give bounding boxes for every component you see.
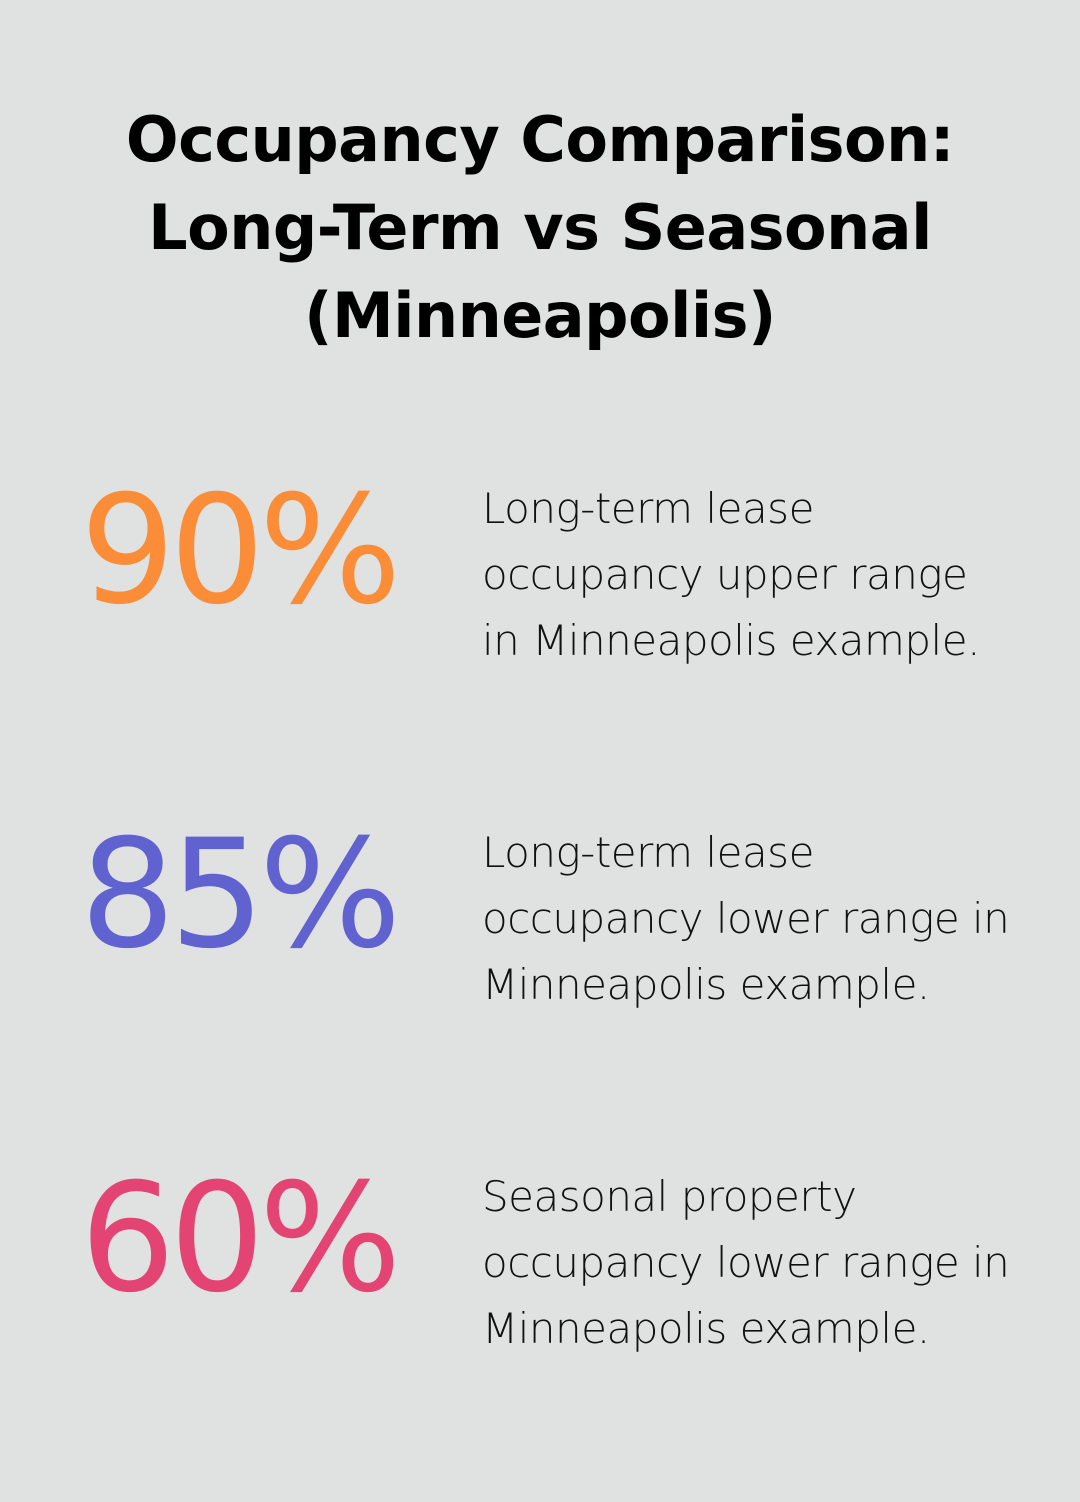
stat-description: Long-term lease occupancy lower range in… (482, 828, 1010, 1009)
stat-item-long-term-upper: 90% Long-term lease occupancy upper rang… (80, 466, 1010, 756)
title-line-2: Long-Term vs Seasonal (148, 191, 932, 264)
stat-item-seasonal-lower: 60% Seasonal property occupancy lower ra… (80, 1154, 1010, 1444)
title-line-3: (Minneapolis) (304, 279, 776, 352)
stat-value: 60% (80, 1152, 401, 1326)
page-title: Occupancy Comparison: Long-Term vs Seaso… (0, 96, 1080, 360)
stat-description: Seasonal property occupancy lower range … (482, 1172, 1010, 1353)
stat-value: 90% (80, 464, 401, 638)
stat-value: 85% (80, 808, 401, 982)
title-line-1: Occupancy Comparison: (125, 103, 955, 176)
stat-item-long-term-lower: 85% Long-term lease occupancy lower rang… (80, 810, 1010, 1100)
stat-description: Long-term lease occupancy upper range in… (482, 484, 980, 665)
